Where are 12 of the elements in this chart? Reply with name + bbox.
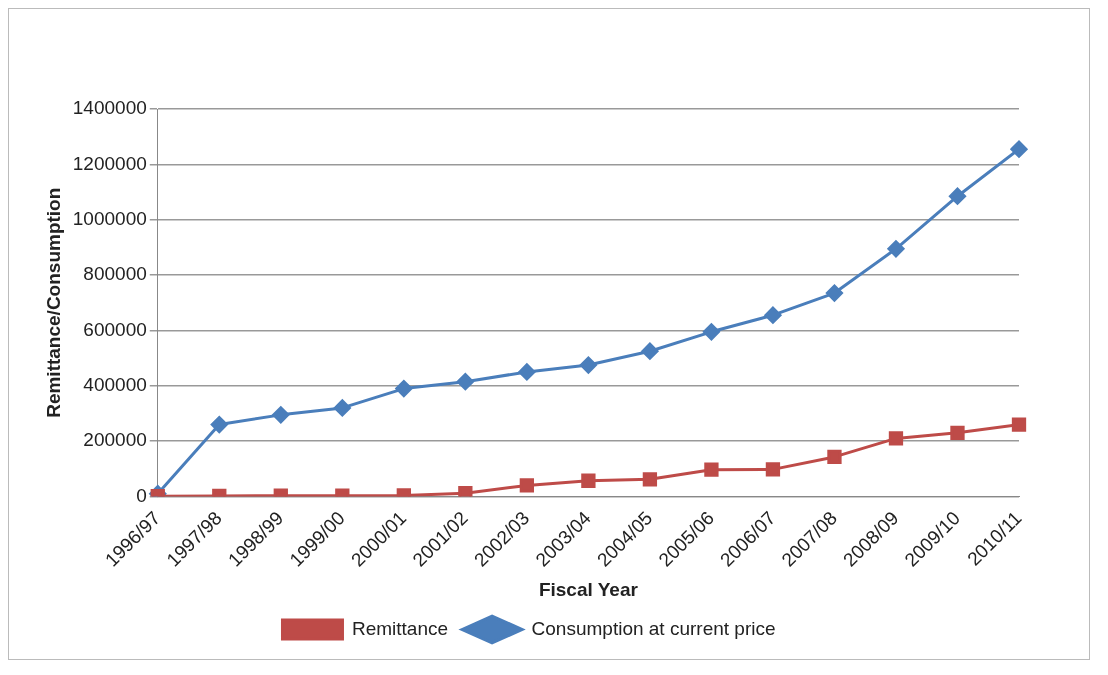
y-axis-title: Remittance/Consumption <box>42 187 64 418</box>
y-tick-label: 1000000 <box>72 207 147 229</box>
legend-label: Remittance <box>351 617 449 639</box>
legend-label: Consumption at current price <box>531 617 776 639</box>
x-axis-title: Fiscal Year <box>538 578 639 600</box>
y-tick-label: 1400000 <box>72 97 147 119</box>
y-tick-label: 1200000 <box>72 152 147 174</box>
y-tick-label: 200000 <box>83 429 147 451</box>
y-tick-label: 0 <box>136 484 147 506</box>
y-tick-label: 600000 <box>83 318 147 340</box>
y-tick-label: 800000 <box>83 263 147 285</box>
y-tick-label: 400000 <box>83 374 147 396</box>
